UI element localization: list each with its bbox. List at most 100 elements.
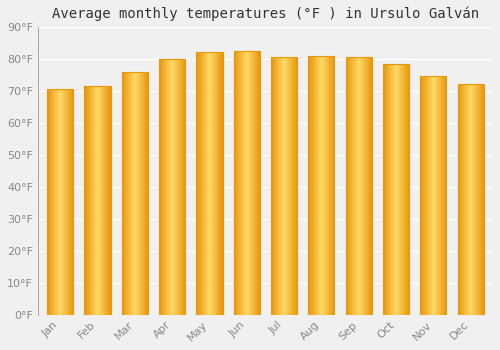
Bar <box>164 59 165 315</box>
Bar <box>428 76 429 315</box>
Bar <box>240 51 241 315</box>
Bar <box>48 89 49 315</box>
Bar <box>349 57 350 315</box>
Bar <box>309 56 310 315</box>
Bar <box>434 76 435 315</box>
Bar <box>308 56 334 315</box>
Bar <box>221 52 222 315</box>
Bar <box>312 56 313 315</box>
Bar <box>471 84 472 315</box>
Bar <box>207 52 208 315</box>
Bar <box>215 52 216 315</box>
Bar <box>61 89 62 315</box>
Bar <box>97 86 98 315</box>
Bar <box>280 57 281 315</box>
Bar <box>295 57 296 315</box>
Bar <box>398 64 399 315</box>
Bar <box>390 64 391 315</box>
Bar <box>366 57 367 315</box>
Bar <box>93 86 94 315</box>
Bar <box>254 51 255 315</box>
Bar <box>367 57 368 315</box>
Bar <box>211 52 212 315</box>
Bar <box>132 72 134 315</box>
Bar <box>329 56 330 315</box>
Bar <box>475 84 476 315</box>
Bar <box>362 57 363 315</box>
Bar <box>51 89 52 315</box>
Bar <box>474 84 475 315</box>
Bar <box>106 86 107 315</box>
Bar <box>429 76 430 315</box>
Bar <box>102 86 104 315</box>
Bar <box>346 57 347 315</box>
Bar <box>72 89 74 315</box>
Bar <box>252 51 253 315</box>
Bar <box>142 72 143 315</box>
Bar <box>159 59 160 315</box>
Bar <box>204 52 205 315</box>
Bar <box>288 57 289 315</box>
Bar <box>423 76 424 315</box>
Bar <box>285 57 286 315</box>
Bar <box>327 56 328 315</box>
Bar <box>199 52 200 315</box>
Bar <box>196 52 197 315</box>
Bar <box>172 59 173 315</box>
Bar <box>482 84 483 315</box>
Bar <box>246 51 247 315</box>
Bar <box>57 89 58 315</box>
Bar <box>129 72 130 315</box>
Bar <box>69 89 70 315</box>
Bar <box>234 51 235 315</box>
Bar <box>96 86 97 315</box>
Bar <box>473 84 474 315</box>
Bar <box>365 57 366 315</box>
Bar <box>181 59 182 315</box>
Bar <box>346 57 372 315</box>
Bar <box>467 84 468 315</box>
Bar <box>86 86 87 315</box>
Bar <box>278 57 279 315</box>
Bar <box>332 56 333 315</box>
Bar <box>64 89 65 315</box>
Bar <box>354 57 355 315</box>
Bar <box>100 86 101 315</box>
Bar <box>242 51 243 315</box>
Bar <box>274 57 275 315</box>
Bar <box>322 56 323 315</box>
Bar <box>458 84 483 315</box>
Bar <box>108 86 109 315</box>
Bar <box>290 57 291 315</box>
Bar <box>84 86 85 315</box>
Bar <box>139 72 140 315</box>
Bar <box>320 56 321 315</box>
Bar <box>330 56 331 315</box>
Bar <box>202 52 203 315</box>
Bar <box>291 57 292 315</box>
Bar <box>255 51 256 315</box>
Bar <box>208 52 209 315</box>
Bar <box>433 76 434 315</box>
Bar <box>62 89 63 315</box>
Bar <box>441 76 442 315</box>
Bar <box>52 89 53 315</box>
Bar <box>134 72 135 315</box>
Bar <box>171 59 172 315</box>
Bar <box>165 59 166 315</box>
Bar <box>364 57 365 315</box>
Bar <box>392 64 393 315</box>
Bar <box>328 56 329 315</box>
Bar <box>159 59 185 315</box>
Bar <box>249 51 250 315</box>
Bar <box>47 89 48 315</box>
Bar <box>196 52 222 315</box>
Bar <box>436 76 437 315</box>
Bar <box>458 84 459 315</box>
Bar <box>287 57 288 315</box>
Bar <box>49 89 50 315</box>
Bar <box>358 57 359 315</box>
Bar <box>319 56 320 315</box>
Bar <box>92 86 93 315</box>
Bar <box>462 84 463 315</box>
